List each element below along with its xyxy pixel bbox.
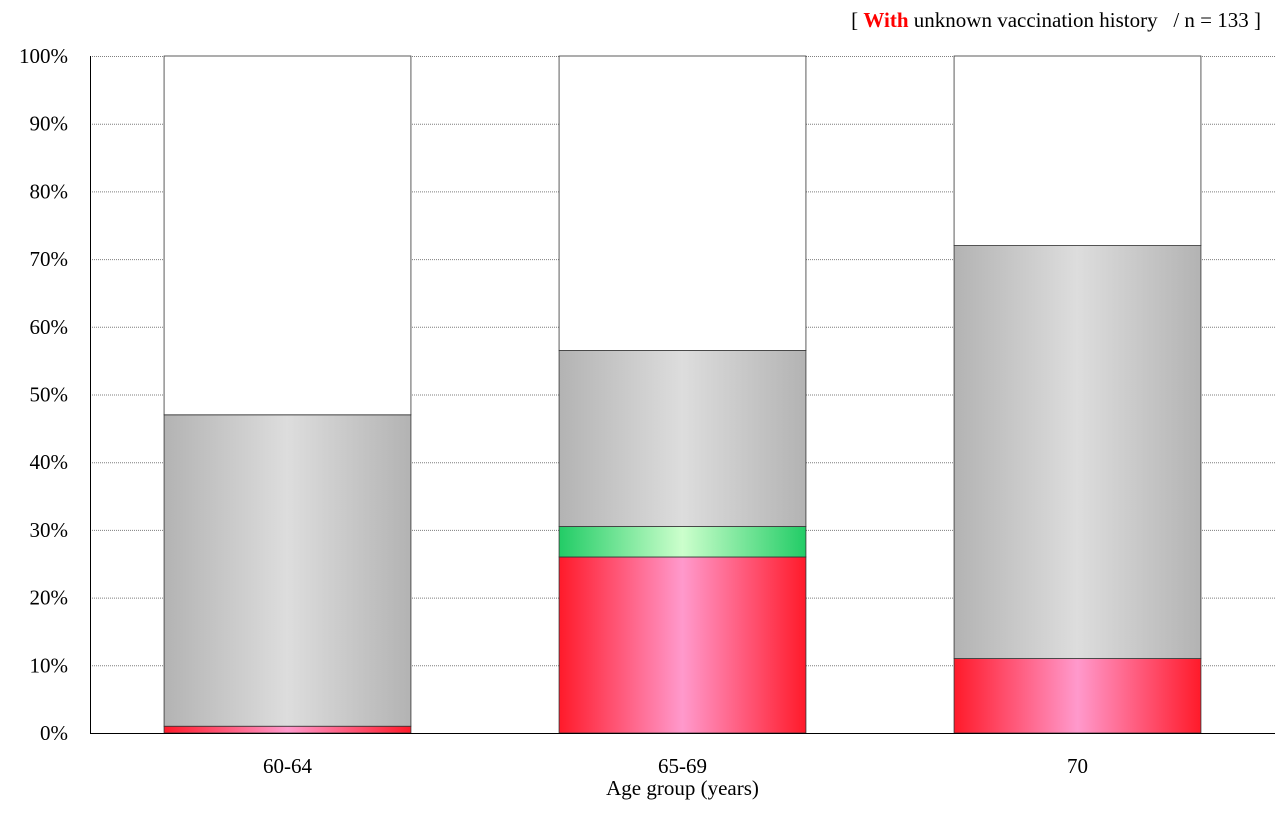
- y-tick-label: 0%: [40, 721, 68, 745]
- y-tick-label: 20%: [30, 586, 69, 610]
- bar-segment-gray-60-64: [163, 414, 412, 727]
- bar-segment-white-60-64: [163, 55, 412, 416]
- bar-segment-green-65-69: [558, 526, 807, 558]
- y-tick-label: 100%: [19, 44, 68, 68]
- y-tick-label: 40%: [30, 450, 69, 474]
- bar-segment-red-65-69: [558, 556, 807, 734]
- bar-segment-gray-70: [953, 245, 1202, 659]
- y-tick-label: 60%: [30, 315, 69, 339]
- y-tick-label: 10%: [30, 653, 69, 677]
- y-tick-label: 80%: [30, 179, 69, 203]
- y-tick-label: 90%: [30, 112, 69, 136]
- x-tick-label: 65-69: [658, 754, 707, 778]
- subtitle-highlight: With: [863, 8, 909, 32]
- subtitle-open: [: [851, 8, 864, 32]
- y-tick-label: 50%: [30, 383, 69, 407]
- y-tick-label: 70%: [30, 247, 69, 271]
- x-tick-label: 70: [1067, 754, 1088, 778]
- bar-segment-white-70: [953, 55, 1202, 246]
- x-tick-label: 60-64: [263, 754, 312, 778]
- bar-segment-red-70: [953, 658, 1202, 734]
- subtitle-rest: unknown vaccination history / n = 133 ]: [908, 8, 1261, 32]
- bar-segment-white-65-69: [558, 55, 807, 351]
- bars: [163, 55, 1202, 734]
- y-tick-labels: 0% 10% 20% 30% 40% 50% 60% 70% 80% 90% 100%: [19, 44, 68, 745]
- y-tick-label: 30%: [30, 518, 69, 542]
- chart-subtitle: [ With unknown vaccination history / n =…: [851, 8, 1261, 33]
- x-axis-label: Age group (years): [606, 776, 759, 800]
- bar-segment-gray-65-69: [558, 350, 807, 527]
- x-tick-labels: 60-64 65-69 70: [263, 754, 1088, 778]
- bar-segment-red-60-64: [163, 725, 412, 734]
- axes: [90, 56, 1275, 734]
